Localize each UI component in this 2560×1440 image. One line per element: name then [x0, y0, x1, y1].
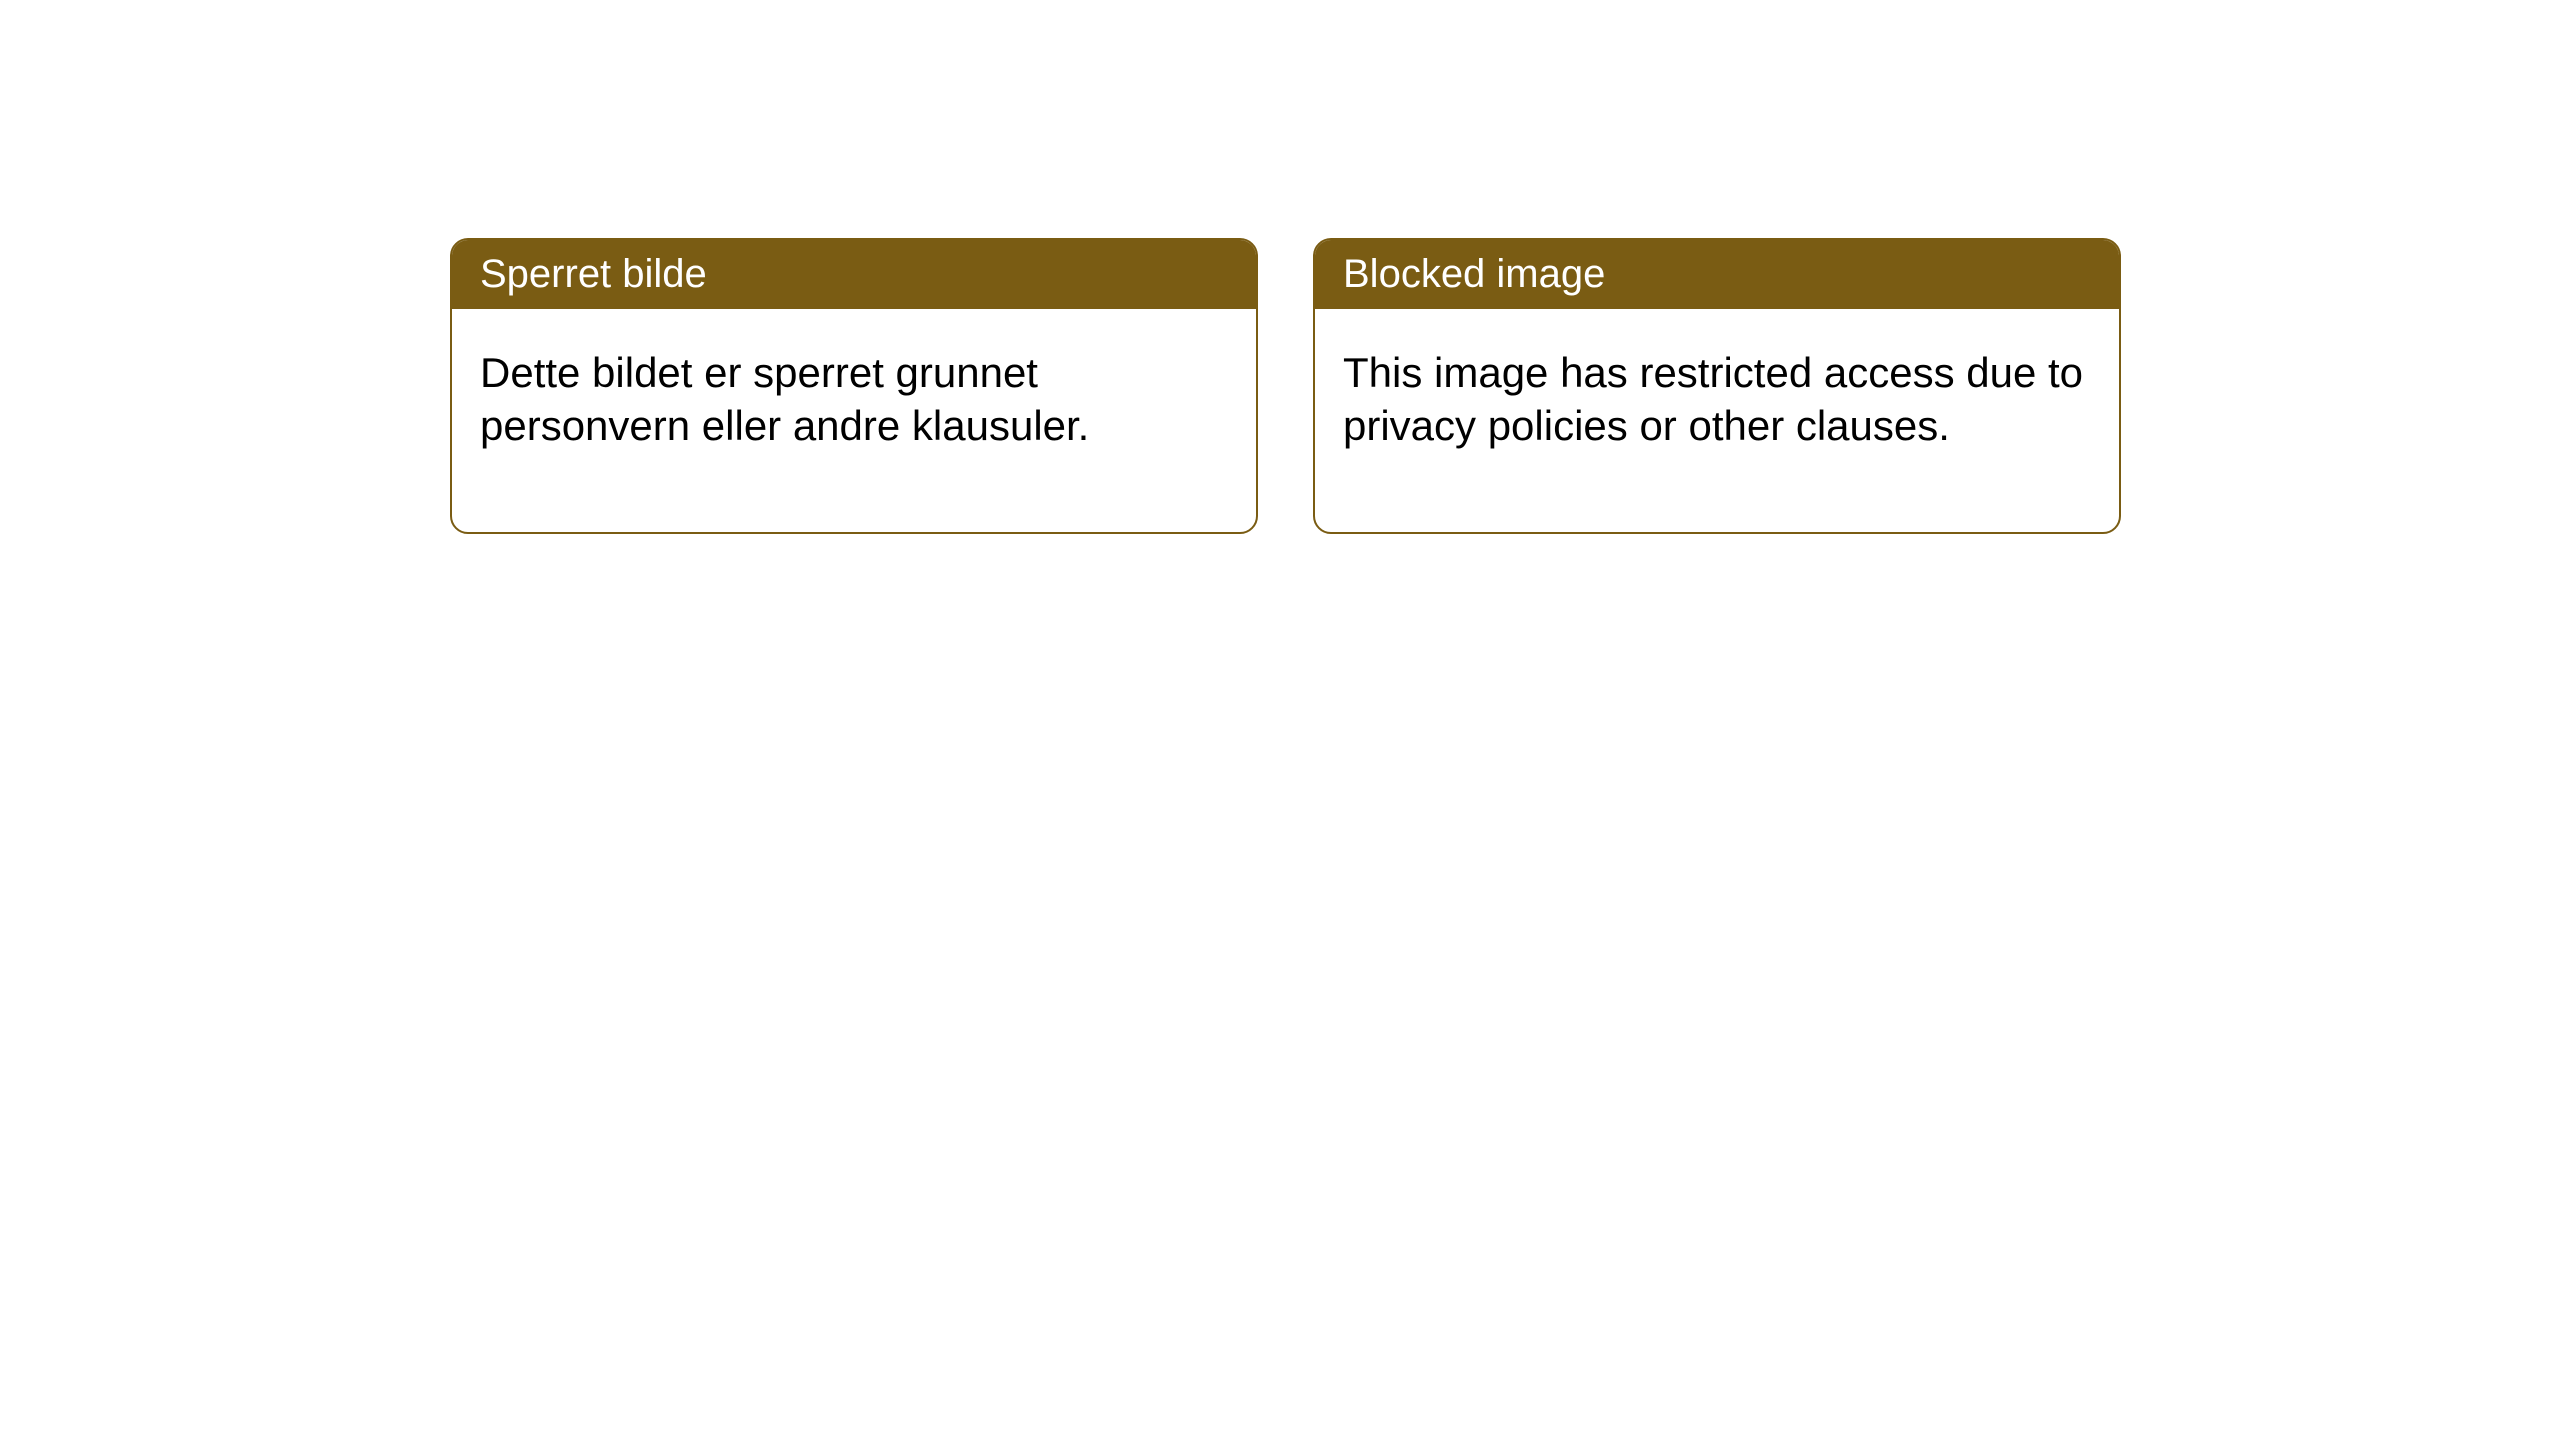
notice-card-no: Sperret bilde Dette bildet er sperret gr… [450, 238, 1258, 534]
notice-card-en: Blocked image This image has restricted … [1313, 238, 2121, 534]
notice-body-en: This image has restricted access due to … [1315, 309, 2119, 532]
notice-header-no: Sperret bilde [452, 240, 1256, 309]
notice-header-en: Blocked image [1315, 240, 2119, 309]
notice-body-no: Dette bildet er sperret grunnet personve… [452, 309, 1256, 532]
notice-container: Sperret bilde Dette bildet er sperret gr… [450, 238, 2121, 534]
